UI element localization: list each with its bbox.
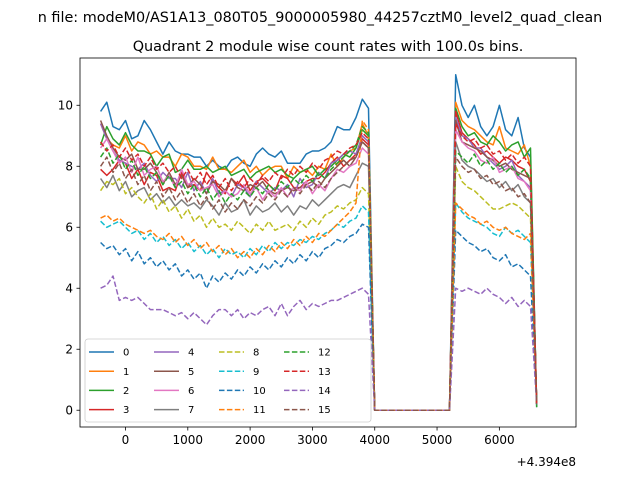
y-tick-label: 8 [65,160,73,174]
legend-label-15: 15 [318,405,331,416]
x-tick-label: 6000 [484,433,515,447]
series-line-15 [99,141,538,411]
axes-frame [79,57,577,428]
series-line-10 [100,223,538,411]
x-axis: 0 1000 2000 3000 4000 5000 6000 [122,427,515,447]
legend-label-11: 11 [253,405,266,416]
x-tick-label: 2000 [235,433,266,447]
x-axis-offset-label: +4.394e8 [517,455,576,469]
legend-label-1: 1 [123,367,129,378]
legend-label-9: 9 [253,367,259,378]
y-tick-label: 0 [65,404,73,418]
series-line-12 [99,125,538,411]
legend-label-10: 10 [253,386,266,397]
y-axis: 0 2 4 6 8 10 [58,99,80,418]
series-line-7 [99,141,538,411]
legend-label-8: 8 [253,348,259,359]
x-tick-label: 3000 [297,433,328,447]
legend-label-14: 14 [318,386,331,397]
legend-label-3: 3 [123,405,129,416]
series-line-4 [99,116,538,411]
legend-label-7: 7 [188,405,194,416]
legend-label-12: 12 [318,348,331,359]
series-line-11 [100,119,538,411]
chart-title: Quadrant 2 module wise count rates with … [133,39,524,55]
legend-label-6: 6 [188,386,194,397]
y-tick-label: 4 [65,282,73,296]
y-tick-label: 6 [65,221,73,235]
x-tick-label: 4000 [359,433,390,447]
y-tick-label: 10 [58,99,73,113]
series-line-14 [100,275,538,411]
legend-label-13: 13 [318,367,331,378]
legend-label-5: 5 [188,367,194,378]
plot-lines [99,74,538,411]
series-line-9 [100,202,538,411]
legend-frame [84,338,372,423]
figure-suptitle: n file: modeM0/AS1A13_080T05_9000005980_… [38,10,603,26]
series-line-1 [99,101,538,411]
x-tick-label: 1000 [173,433,204,447]
series-line-2 [99,107,538,411]
series-line-0 [99,74,538,411]
y-tick-label: 2 [65,343,73,357]
legend-label-2: 2 [123,386,129,397]
series-line-8 [99,165,538,411]
series-line-6 [99,128,538,411]
series-line-3 [100,110,538,411]
series-line-13 [99,122,538,411]
legend-label-4: 4 [188,348,194,359]
x-tick-label: 0 [122,433,130,447]
legend-label-0: 0 [123,348,129,359]
x-tick-label: 5000 [422,433,453,447]
